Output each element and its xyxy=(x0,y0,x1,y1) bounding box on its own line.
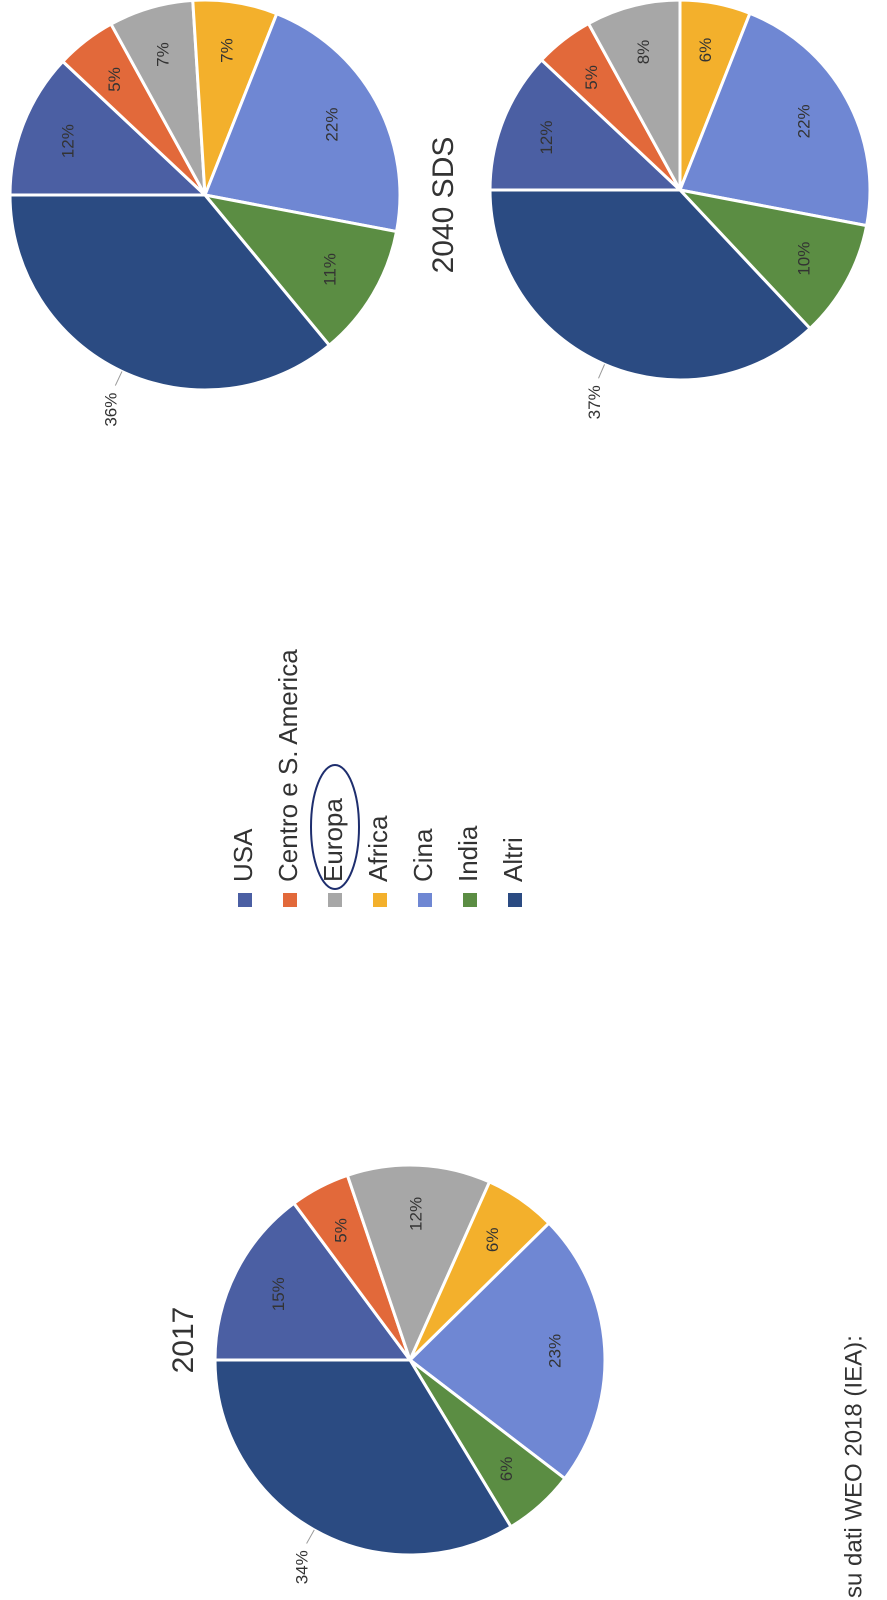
legend-label: Africa xyxy=(363,815,393,882)
value-label: 22% xyxy=(323,108,342,142)
value-label: 5% xyxy=(105,67,124,92)
pie-slice xyxy=(213,1201,413,1362)
value-label: 10% xyxy=(794,242,813,276)
value-label: 11% xyxy=(320,253,339,286)
leader-line xyxy=(598,364,606,379)
value-label: 7% xyxy=(154,42,173,67)
legend-label: Centro e S. America xyxy=(273,649,303,882)
pie-slice xyxy=(488,188,813,382)
value-label: 34% xyxy=(292,1550,311,1584)
pie-slice xyxy=(8,59,209,197)
value-label: 5% xyxy=(582,65,601,90)
value-label: 22% xyxy=(794,104,813,138)
value-label: 7% xyxy=(217,38,236,63)
legend-label: Altri xyxy=(498,837,528,882)
legend-swatch xyxy=(328,893,342,907)
legend-label: Europa xyxy=(318,798,348,882)
legend-label: India xyxy=(453,825,483,882)
value-label: 6% xyxy=(483,1228,502,1253)
chart-title: 2040 SDS xyxy=(427,137,460,274)
legend-swatch xyxy=(418,893,432,907)
legend-label: USA xyxy=(228,828,258,882)
value-label: 23% xyxy=(545,1334,564,1368)
leader-line xyxy=(306,1529,315,1544)
highlight-ellipse xyxy=(310,764,360,890)
legend-swatch xyxy=(373,893,387,907)
legend-swatch xyxy=(463,893,477,907)
pie-slice xyxy=(675,187,869,331)
pie-slice xyxy=(488,57,684,192)
value-label: 12% xyxy=(537,121,556,155)
pie-slice xyxy=(202,11,402,234)
value-label: 6% xyxy=(696,38,715,63)
pie-slice xyxy=(407,1221,607,1481)
legend-swatch xyxy=(283,893,297,907)
chart-title: 2017 xyxy=(167,1307,200,1374)
leader-line xyxy=(114,371,123,386)
value-label: 8% xyxy=(634,40,653,65)
value-label: 36% xyxy=(101,393,120,427)
value-label: 6% xyxy=(497,1457,516,1482)
pie-slice xyxy=(677,11,872,228)
value-label: 5% xyxy=(332,1218,351,1243)
pie-slice xyxy=(345,1163,492,1365)
pie-slice xyxy=(201,192,399,348)
value-label: 12% xyxy=(59,124,78,158)
source-note: su dati WEO 2018 (IEA): xyxy=(840,1335,867,1598)
value-label: 12% xyxy=(406,1197,425,1231)
pie-slice xyxy=(586,0,682,191)
legend-label: Cina xyxy=(408,828,438,882)
value-label: 15% xyxy=(269,1277,288,1311)
rotated-page: 2017 15% 5% 12% 6% 23% 6% 34% 12% 5% 7% 7% 22% 11% 36%… xyxy=(8,0,872,1598)
value-label: 37% xyxy=(585,385,604,419)
legend-swatch xyxy=(238,893,252,907)
legend-swatch xyxy=(508,893,522,907)
